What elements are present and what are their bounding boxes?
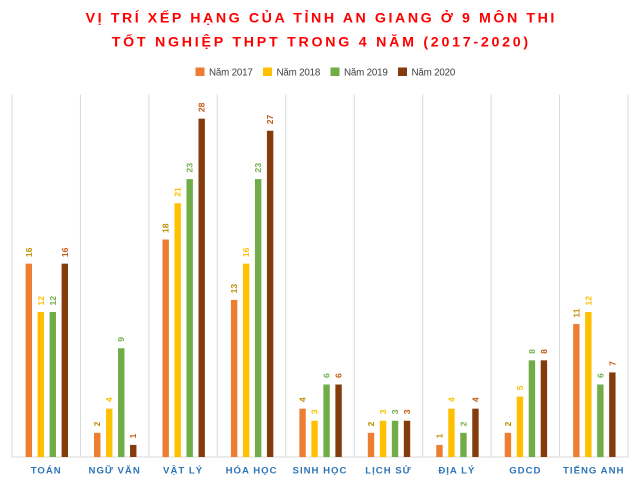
svg-text:TIẾNG ANH: TIẾNG ANH — [563, 466, 624, 477]
svg-text:13: 13 — [229, 284, 239, 294]
svg-text:2: 2 — [366, 421, 376, 426]
svg-text:Năm 2020: Năm 2020 — [412, 68, 456, 79]
svg-text:HÓA HỌC: HÓA HỌC — [226, 465, 278, 477]
svg-text:16: 16 — [60, 247, 70, 257]
svg-text:5: 5 — [515, 385, 525, 390]
svg-text:3: 3 — [402, 409, 412, 414]
svg-text:8: 8 — [527, 349, 537, 354]
svg-text:GDCD: GDCD — [509, 466, 541, 477]
svg-text:VẬT LÝ: VẬT LÝ — [163, 465, 203, 477]
svg-text:23: 23 — [253, 163, 263, 173]
svg-text:1: 1 — [434, 433, 444, 438]
svg-text:2: 2 — [458, 421, 468, 426]
svg-text:18: 18 — [161, 223, 171, 233]
svg-text:16: 16 — [241, 247, 251, 257]
svg-text:9: 9 — [116, 337, 126, 342]
svg-text:LỊCH SỬ: LỊCH SỬ — [365, 465, 411, 477]
svg-text:28: 28 — [197, 102, 207, 112]
svg-text:2: 2 — [92, 421, 102, 426]
svg-text:12: 12 — [48, 296, 58, 306]
svg-text:4: 4 — [446, 397, 456, 402]
svg-text:4: 4 — [104, 397, 114, 402]
svg-text:8: 8 — [539, 349, 549, 354]
svg-text:Năm 2017: Năm 2017 — [209, 68, 253, 79]
svg-text:Năm 2018: Năm 2018 — [277, 68, 321, 79]
svg-text:6: 6 — [334, 373, 344, 378]
svg-text:7: 7 — [607, 361, 617, 366]
svg-text:16: 16 — [24, 247, 34, 257]
svg-text:2: 2 — [503, 421, 513, 426]
svg-text:1: 1 — [128, 433, 138, 438]
svg-text:SINH HỌC: SINH HỌC — [293, 466, 348, 477]
svg-text:21: 21 — [173, 187, 183, 197]
svg-text:NGỮ VĂN: NGỮ VĂN — [89, 466, 141, 477]
svg-text:VỊ TRÍ XẾP HẠNG CỦA TỈNH AN GI: VỊ TRÍ XẾP HẠNG CỦA TỈNH AN GIANG Ở 9 MÔ… — [86, 9, 557, 27]
svg-text:3: 3 — [310, 409, 320, 414]
svg-text:6: 6 — [595, 373, 605, 378]
svg-text:12: 12 — [36, 296, 46, 306]
svg-text:TOÁN: TOÁN — [31, 465, 62, 477]
svg-text:6: 6 — [322, 373, 332, 378]
svg-text:4: 4 — [298, 397, 308, 402]
svg-text:ĐỊA LÝ: ĐỊA LÝ — [438, 465, 475, 477]
svg-text:TỐT NGHIỆP THPT TRONG 4 NĂM (2: TỐT NGHIỆP THPT TRONG 4 NĂM (2017-2020) — [112, 33, 531, 51]
svg-text:11: 11 — [571, 308, 581, 317]
svg-text:3: 3 — [390, 409, 400, 414]
svg-text:Năm 2019: Năm 2019 — [344, 68, 388, 79]
svg-text:12: 12 — [583, 296, 593, 306]
svg-text:4: 4 — [470, 397, 480, 402]
svg-text:27: 27 — [265, 114, 275, 124]
svg-text:23: 23 — [185, 163, 195, 173]
svg-text:3: 3 — [378, 409, 388, 414]
